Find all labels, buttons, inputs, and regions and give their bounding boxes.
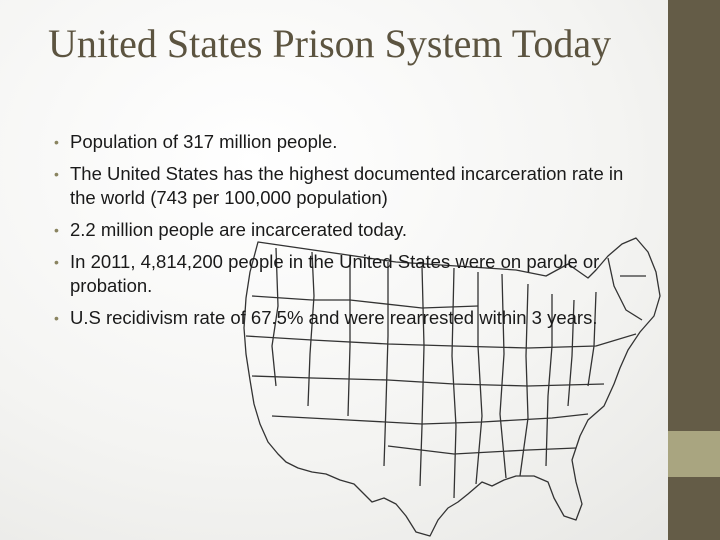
- slide-title: United States Prison System Today: [48, 21, 612, 66]
- bullet-text: In 2011, 4,814,200 people in the United …: [70, 251, 600, 296]
- bullet-item: • In 2011, 4,814,200 people in the United…: [50, 250, 630, 298]
- bullet-item: • Population of 317 million people.: [50, 130, 630, 154]
- bullet-icon: •: [54, 310, 59, 326]
- bullet-icon: •: [54, 254, 59, 270]
- bullet-text: The United States has the highest docume…: [70, 163, 624, 208]
- bullet-icon: •: [54, 222, 59, 238]
- bullet-icon: •: [54, 166, 59, 182]
- bullet-text: U.S recidivism rate of 67.5% and were re…: [70, 307, 598, 328]
- bullet-text: 2.2 million people are incarcerated toda…: [70, 219, 407, 240]
- bullet-item: • 2.2 million people are incarcerated tod…: [50, 218, 630, 242]
- bullet-item: • The United States has the highest docum…: [50, 162, 630, 210]
- us-map-image: [243, 237, 661, 537]
- bullet-list: • Population of 317 million people. • The …: [50, 130, 630, 338]
- right-band-accent: [668, 431, 720, 477]
- bullet-item: • U.S recidivism rate of 67.5% and were r…: [50, 306, 630, 330]
- bullet-text: Population of 317 million people.: [70, 131, 338, 152]
- bullet-icon: •: [54, 134, 59, 150]
